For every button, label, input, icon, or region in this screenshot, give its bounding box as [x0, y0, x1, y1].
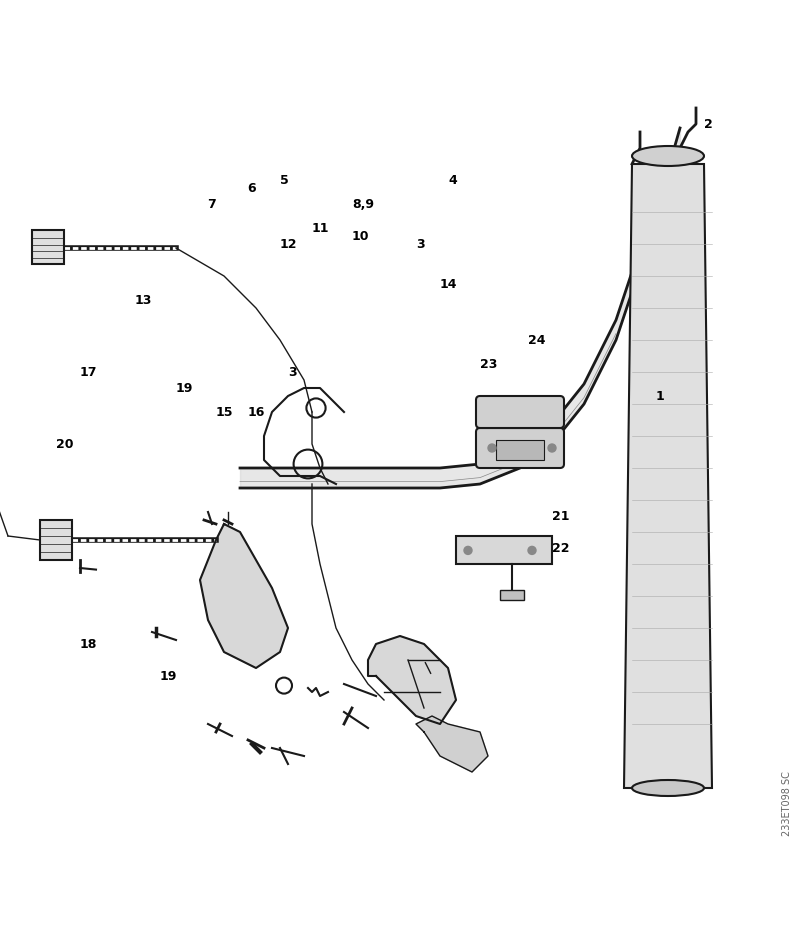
Text: 6: 6 [247, 182, 256, 195]
Text: 13: 13 [134, 294, 152, 306]
Polygon shape [40, 520, 72, 560]
Text: 16: 16 [248, 405, 266, 418]
Text: 5: 5 [280, 173, 289, 186]
Text: 3: 3 [416, 238, 425, 251]
Polygon shape [624, 164, 712, 788]
Circle shape [488, 444, 496, 452]
Circle shape [528, 547, 536, 554]
Text: 12: 12 [280, 238, 298, 251]
Text: 1: 1 [656, 389, 665, 402]
Polygon shape [200, 524, 288, 668]
Text: 22: 22 [552, 542, 570, 554]
Ellipse shape [632, 780, 704, 796]
Circle shape [464, 547, 472, 554]
Text: 2: 2 [704, 118, 713, 130]
Text: 8,9: 8,9 [352, 197, 374, 211]
Bar [496, 440, 544, 460]
Text: 20: 20 [56, 437, 74, 450]
Text: 24: 24 [528, 333, 546, 346]
FancyBboxPatch shape [476, 428, 564, 468]
Polygon shape [32, 229, 64, 264]
Text: 17: 17 [80, 365, 98, 378]
Circle shape [548, 444, 556, 452]
Text: 4: 4 [448, 173, 457, 186]
Bar [456, 536, 552, 564]
Text: 15: 15 [216, 405, 234, 418]
Text: 11: 11 [312, 222, 330, 235]
Text: 7: 7 [207, 197, 216, 211]
Text: 23: 23 [480, 358, 498, 371]
Polygon shape [368, 636, 456, 724]
Text: 3: 3 [288, 365, 297, 378]
Text: 14: 14 [440, 277, 458, 290]
FancyBboxPatch shape [476, 396, 564, 428]
Text: 19: 19 [160, 669, 178, 682]
Ellipse shape [632, 146, 704, 166]
Text: 10: 10 [352, 229, 370, 242]
Text: 21: 21 [552, 509, 570, 522]
Text: 18: 18 [80, 637, 98, 651]
Text: 19: 19 [176, 382, 194, 394]
Bar [500, 591, 524, 600]
Polygon shape [416, 716, 488, 772]
Text: 233ET098 SC: 233ET098 SC [782, 771, 792, 836]
